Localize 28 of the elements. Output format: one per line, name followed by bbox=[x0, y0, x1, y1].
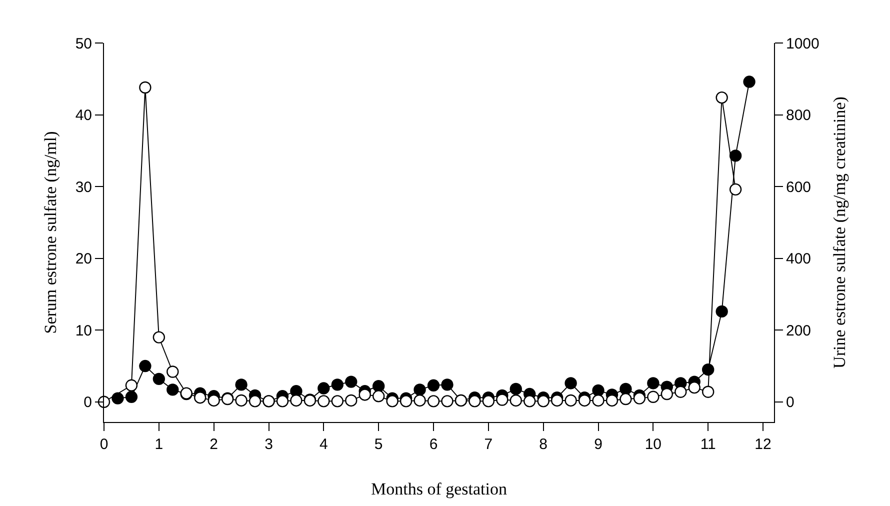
y-tick-label: 10 bbox=[75, 322, 92, 340]
y-tick-label: 20 bbox=[75, 250, 92, 268]
y2-tick-label: 800 bbox=[786, 107, 812, 124]
x-tick-label: 9 bbox=[594, 436, 602, 453]
y2-tick-label: 200 bbox=[786, 322, 812, 340]
x-tick-label: 6 bbox=[429, 436, 438, 453]
y-axis-title: Serum estrone sulfate (ng/ml) bbox=[40, 131, 60, 334]
y2-tick-label: 1000 bbox=[786, 35, 820, 52]
x-tick-label: 8 bbox=[539, 436, 548, 453]
x-tick-label: 4 bbox=[320, 436, 328, 453]
y2-tick-label: 0 bbox=[786, 394, 794, 412]
x-tick-label: 5 bbox=[374, 436, 383, 453]
y2-tick-label: 600 bbox=[786, 178, 812, 196]
x-axis-title: Months of gestation bbox=[371, 479, 508, 498]
x-tick-label: 0 bbox=[100, 436, 108, 453]
x-tick-label: 11 bbox=[700, 436, 716, 453]
x-tick-label: 3 bbox=[264, 436, 273, 453]
x-tick-label: 10 bbox=[644, 436, 662, 453]
y-tick-label: 40 bbox=[75, 107, 92, 124]
x-tick-label: 2 bbox=[210, 436, 218, 453]
x-tick-label: 1 bbox=[154, 436, 164, 453]
x-tick-label: 7 bbox=[484, 436, 493, 453]
y-tick-label: 0 bbox=[84, 394, 92, 412]
y-tick-label: 30 bbox=[75, 178, 92, 196]
y2-tick-label: 400 bbox=[786, 250, 812, 268]
x-tick-label: 12 bbox=[754, 436, 772, 453]
y2-axis-title: Urine estrone sulfate (ng/mg creatinine) bbox=[830, 96, 849, 368]
y-tick-label: 50 bbox=[75, 35, 92, 52]
